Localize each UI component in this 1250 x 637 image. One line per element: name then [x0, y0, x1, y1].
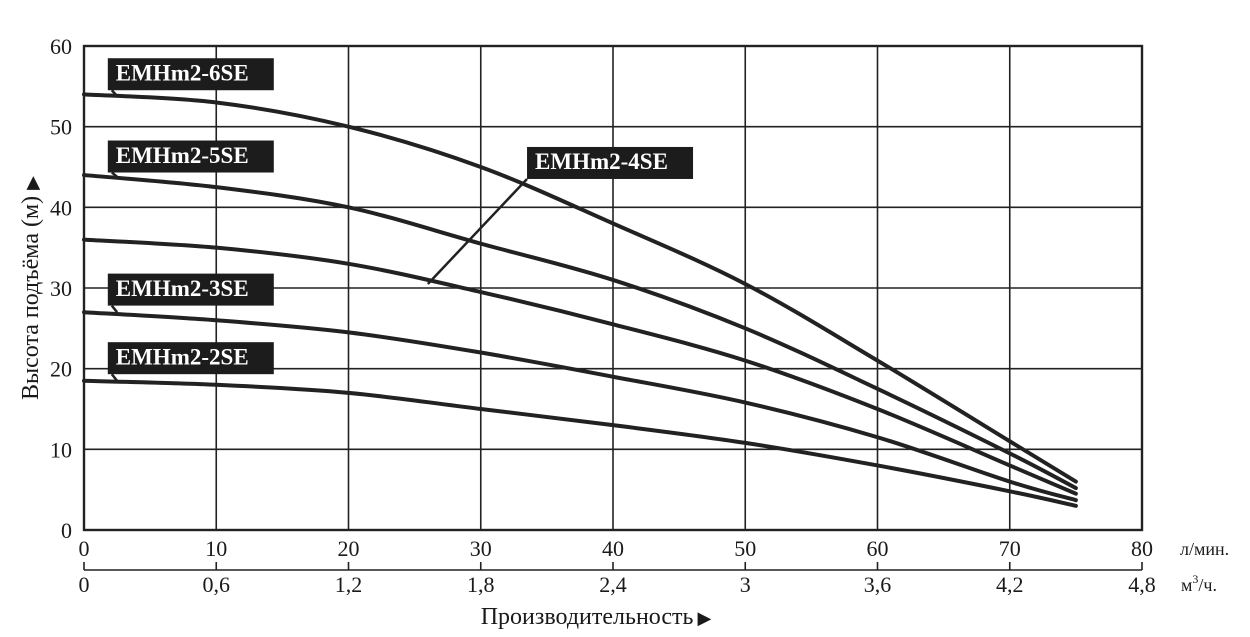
- x2-tick-label: 0: [79, 572, 90, 597]
- x-axis-title: Производительность ▶: [481, 604, 712, 630]
- series-label-text: EMHm2-6SE: [116, 61, 249, 86]
- x-tick-label: 50: [734, 536, 756, 561]
- x2-tick-label: 4,8: [1128, 572, 1156, 597]
- leader-lines: [110, 89, 528, 382]
- y-tick-label: 50: [50, 115, 72, 140]
- x2-tick-label: 1,8: [467, 572, 495, 597]
- leader-line: [426, 178, 528, 285]
- series-label-box: [527, 146, 694, 179]
- series-line-emhm2-3se: [82, 310, 1078, 503]
- leader-line: [111, 171, 118, 178]
- y-tick-label: 0: [61, 518, 72, 543]
- series-line-emhm2-4se: [82, 237, 1078, 496]
- series-label-text: EMHm2-5SE: [116, 143, 249, 168]
- x-unit-secondary: м3/ч.: [1181, 572, 1217, 595]
- series-label-box: [107, 342, 274, 375]
- x-tick-label: 80: [1131, 536, 1153, 561]
- series-label-box: [107, 273, 274, 306]
- x-tick-label: 30: [470, 536, 492, 561]
- grid: [82, 44, 1144, 571]
- series-label-box: [107, 140, 274, 173]
- series-line-emhm2-2se: [82, 378, 1078, 508]
- y-tick-label: 10: [50, 437, 72, 462]
- x-tick-label: 0: [79, 536, 90, 561]
- curves: [82, 92, 1078, 508]
- y-tick-label: 20: [50, 357, 72, 382]
- x2-tick-label: 4,2: [996, 572, 1024, 597]
- x2-tick-label: 0,6: [203, 572, 231, 597]
- y-axis-title: Высота подъёма (м)▶: [18, 176, 44, 400]
- y-tick-label: 40: [50, 195, 72, 220]
- series-label-box: [107, 58, 274, 91]
- series-line-emhm2-6se: [82, 92, 1078, 484]
- tick-labels: 0 10 20 30 40 50 60 0 10 20 30 40 50 60 70 80 0 0,6 1,2 1,8…: [50, 34, 1156, 597]
- leader-line: [110, 89, 118, 97]
- x2-tick-label: 3: [740, 572, 751, 597]
- x-unit-primary: л/мин.: [1180, 539, 1229, 559]
- y-tick-label: 60: [50, 34, 72, 59]
- series-label-text: EMHm2-3SE: [116, 276, 249, 301]
- x-tick-label: 10: [205, 536, 227, 561]
- series-label-text: EMHm2-4SE: [535, 149, 668, 174]
- x-tick-label: 20: [338, 536, 360, 561]
- series-label-text: EMHm2-2SE: [116, 344, 249, 369]
- x2-tick-label: 1,2: [335, 572, 363, 597]
- x2-tick-label: 3,6: [864, 572, 892, 597]
- plot-frame: [82, 44, 1144, 532]
- x-tick-label: 40: [602, 536, 624, 561]
- series-line-emhm2-5se: [82, 173, 1078, 491]
- x2-tick-label: 2,4: [599, 572, 627, 597]
- y-tick-label: 30: [50, 276, 72, 301]
- leader-line: [110, 373, 119, 382]
- x-tick-label: 60: [867, 536, 889, 561]
- leader-line: [110, 304, 119, 313]
- x-tick-label: 70: [999, 536, 1021, 561]
- series-labels: EMHm2-6SE EMHm2-5SE EMHm2-4SE EMHm2-3SE EMHm…: [107, 58, 694, 375]
